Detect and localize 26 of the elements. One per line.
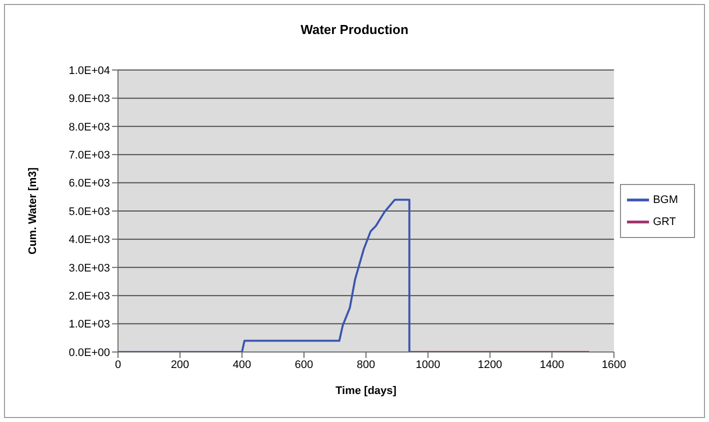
x-tick-label: 1200 (478, 358, 502, 371)
line-series (118, 198, 410, 352)
x-tick-label: 1000 (416, 358, 440, 371)
x-axis-title: Time [days] (336, 385, 397, 397)
x-tick-label: 600 (294, 358, 314, 371)
y-tick-label: 9.0E+03 (68, 93, 110, 106)
y-tick-label: 6.0E+03 (68, 178, 110, 190)
y-axis-title: Cum. Water [m3] (26, 167, 39, 254)
y-tick-label: 2.0E+03 (68, 290, 110, 303)
legend-label: BGM (652, 194, 678, 206)
y-tick-label: 1.0E+03 (68, 318, 110, 331)
y-tick-label: 8.0E+03 (68, 121, 110, 134)
x-tick-label: 0 (114, 358, 122, 371)
y-tick-label: 5.0E+03 (68, 206, 110, 218)
y-tick-label: 0.0E+00 (68, 346, 110, 359)
legend-label: GRT (652, 216, 676, 228)
x-tick-label: 1400 (540, 358, 564, 371)
y-tick-label: 4.0E+03 (68, 234, 110, 246)
x-tick-label: 1600 (602, 358, 626, 371)
y-tick-label: 7.0E+03 (68, 150, 110, 162)
y-tick-label: 3.0E+03 (68, 262, 110, 274)
x-tick-label: 200 (170, 358, 190, 371)
x-tick-label: 400 (232, 358, 252, 371)
x-tick-label: 800 (356, 358, 376, 371)
chart-title: Water Production (300, 22, 410, 37)
y-tick-label: 1.0E+04 (68, 64, 110, 77)
